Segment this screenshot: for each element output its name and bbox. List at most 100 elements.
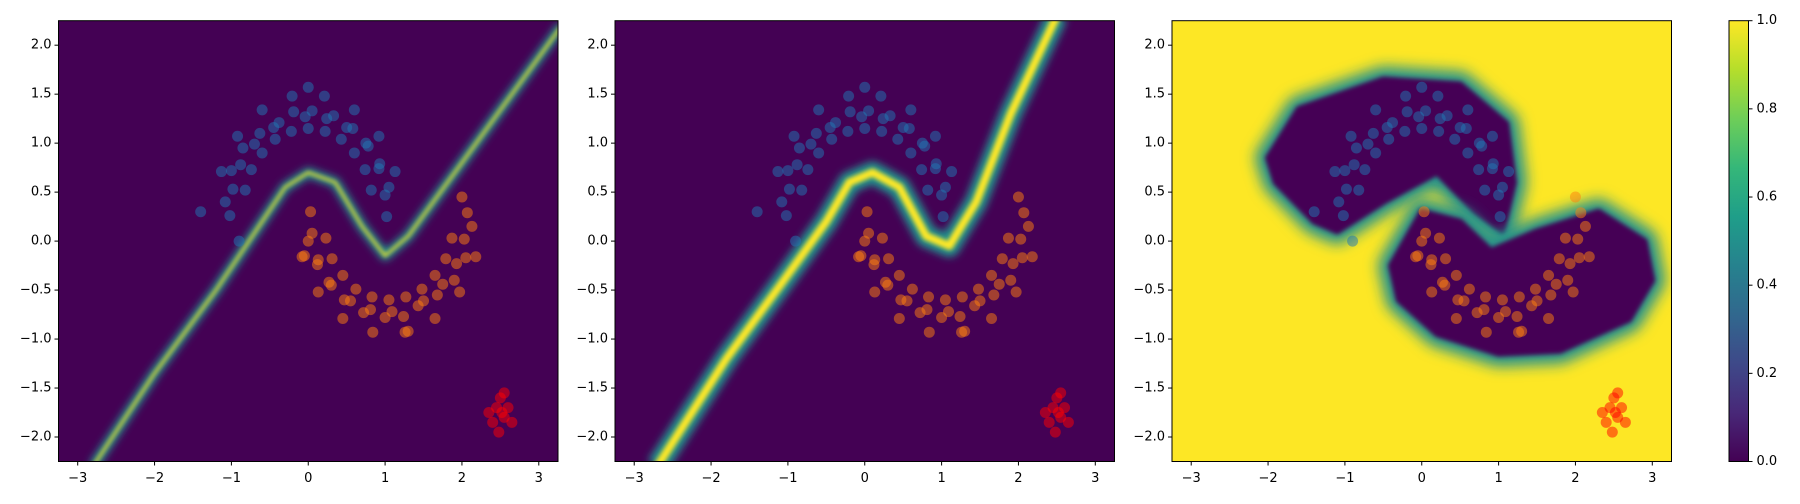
point: [943, 306, 955, 318]
point: [1513, 326, 1525, 338]
point: [905, 104, 917, 116]
point: [381, 211, 393, 223]
y-tick-label: 0.0: [1144, 234, 1165, 249]
point: [269, 133, 281, 145]
point: [861, 206, 873, 218]
x-tick-label: 1: [937, 471, 945, 486]
point: [446, 232, 458, 244]
point: [1018, 207, 1030, 219]
y-tick-label: 1.0: [1144, 136, 1165, 151]
point: [882, 279, 894, 291]
point: [437, 278, 449, 290]
point: [429, 269, 441, 281]
point: [875, 90, 887, 102]
point: [1439, 279, 1451, 291]
point: [1559, 232, 1571, 244]
point: [365, 184, 377, 196]
point: [1619, 416, 1631, 428]
point: [399, 326, 411, 338]
point: [299, 111, 311, 123]
point: [245, 164, 257, 176]
point: [893, 269, 905, 281]
y-tick-label: −2.0: [576, 430, 608, 445]
y-tick-label: 2.0: [31, 38, 52, 53]
point: [793, 142, 805, 154]
point: [788, 130, 800, 142]
point: [1433, 232, 1445, 244]
y-tick-label: 0.0: [587, 234, 608, 249]
y-tick-label: 2.0: [587, 38, 608, 53]
point: [1462, 147, 1474, 159]
point: [286, 90, 298, 102]
point: [1606, 426, 1618, 438]
point: [448, 274, 460, 286]
point: [843, 90, 855, 102]
y-tick-label: 1.0: [587, 136, 608, 151]
point: [506, 416, 518, 428]
point: [1579, 220, 1591, 232]
point: [256, 104, 268, 116]
point: [458, 233, 470, 245]
point: [1450, 312, 1462, 324]
y-tick-label: −0.5: [1133, 283, 1165, 298]
point: [225, 165, 237, 177]
colorbar-tick-label: 0.4: [1757, 278, 1778, 293]
x-tick-label: 0: [1418, 471, 1426, 486]
point: [318, 90, 330, 102]
y-tick-label: −1.0: [20, 332, 52, 347]
point: [335, 133, 347, 145]
point: [320, 232, 332, 244]
y-tick-label: −0.5: [576, 283, 608, 298]
point: [826, 133, 838, 145]
point: [892, 133, 904, 145]
point: [367, 326, 379, 338]
point: [1410, 251, 1422, 263]
panel: [615, 20, 1115, 462]
point: [1573, 252, 1585, 264]
point: [859, 81, 871, 93]
point: [946, 166, 958, 178]
point: [360, 137, 372, 149]
point: [268, 121, 280, 133]
y-tick-label: 1.5: [1144, 87, 1165, 102]
x-tick-label: −2: [145, 471, 164, 486]
colorbar: [1728, 20, 1749, 462]
point: [1458, 295, 1470, 307]
colorbar-tick-label: 1.0: [1757, 13, 1778, 28]
point: [923, 326, 935, 338]
point: [856, 111, 868, 123]
point: [876, 232, 888, 244]
boundary-line: [94, 28, 558, 462]
x-tick-label: −1: [222, 471, 241, 486]
point: [1496, 294, 1508, 306]
point: [901, 295, 913, 307]
point: [496, 407, 508, 419]
point: [1348, 159, 1360, 171]
point: [859, 235, 871, 247]
y-tick-label: 0.5: [587, 185, 608, 200]
point: [1418, 206, 1430, 218]
point: [383, 294, 395, 306]
point: [302, 122, 314, 134]
point: [972, 283, 984, 295]
point: [454, 286, 466, 298]
point: [1426, 286, 1438, 298]
point: [373, 130, 385, 142]
point: [1062, 416, 1074, 428]
point: [776, 196, 788, 208]
point: [1562, 274, 1574, 286]
x-tick-label: 2: [1014, 471, 1022, 486]
point: [1500, 306, 1512, 318]
point: [1353, 184, 1365, 196]
point: [337, 269, 349, 281]
point: [302, 235, 314, 247]
point: [1425, 259, 1437, 271]
point: [461, 207, 473, 219]
point: [400, 291, 412, 303]
point: [905, 147, 917, 159]
point: [930, 158, 942, 170]
point: [285, 125, 297, 137]
point: [386, 306, 398, 318]
point: [906, 283, 918, 295]
